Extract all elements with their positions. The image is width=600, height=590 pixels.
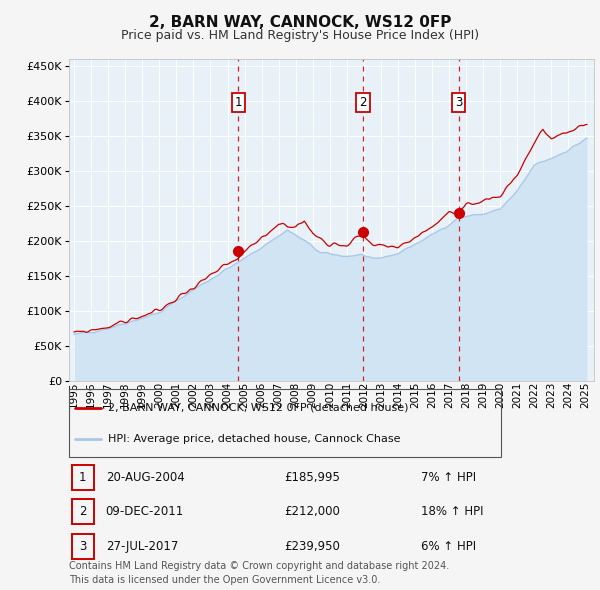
Text: 27-JUL-2017: 27-JUL-2017 [106, 540, 178, 553]
Text: £239,950: £239,950 [284, 540, 340, 553]
Bar [71, 499, 94, 525]
Text: £212,000: £212,000 [284, 505, 340, 519]
Text: 2, BARN WAY, CANNOCK, WS12 0FP (detached house): 2, BARN WAY, CANNOCK, WS12 0FP (detached… [108, 403, 409, 413]
Text: 1: 1 [235, 96, 242, 109]
Text: 09-DEC-2011: 09-DEC-2011 [106, 505, 184, 519]
Text: 2, BARN WAY, CANNOCK, WS12 0FP: 2, BARN WAY, CANNOCK, WS12 0FP [149, 15, 451, 30]
Text: 6% ↑ HPI: 6% ↑ HPI [421, 540, 476, 553]
Text: Contains HM Land Registry data © Crown copyright and database right 2024.
This d: Contains HM Land Registry data © Crown c… [69, 561, 449, 585]
Text: 1: 1 [79, 471, 86, 484]
Text: £185,995: £185,995 [284, 471, 340, 484]
Text: 3: 3 [79, 540, 86, 553]
Text: 2: 2 [359, 96, 367, 109]
Text: 2: 2 [79, 505, 86, 519]
Text: 20-AUG-2004: 20-AUG-2004 [106, 471, 185, 484]
Bar [71, 465, 94, 490]
Text: HPI: Average price, detached house, Cannock Chase: HPI: Average price, detached house, Cann… [108, 434, 400, 444]
Text: 18% ↑ HPI: 18% ↑ HPI [421, 505, 483, 519]
Bar [71, 534, 94, 559]
Text: 3: 3 [455, 96, 462, 109]
Text: 7% ↑ HPI: 7% ↑ HPI [421, 471, 476, 484]
Text: Price paid vs. HM Land Registry's House Price Index (HPI): Price paid vs. HM Land Registry's House … [121, 30, 479, 42]
